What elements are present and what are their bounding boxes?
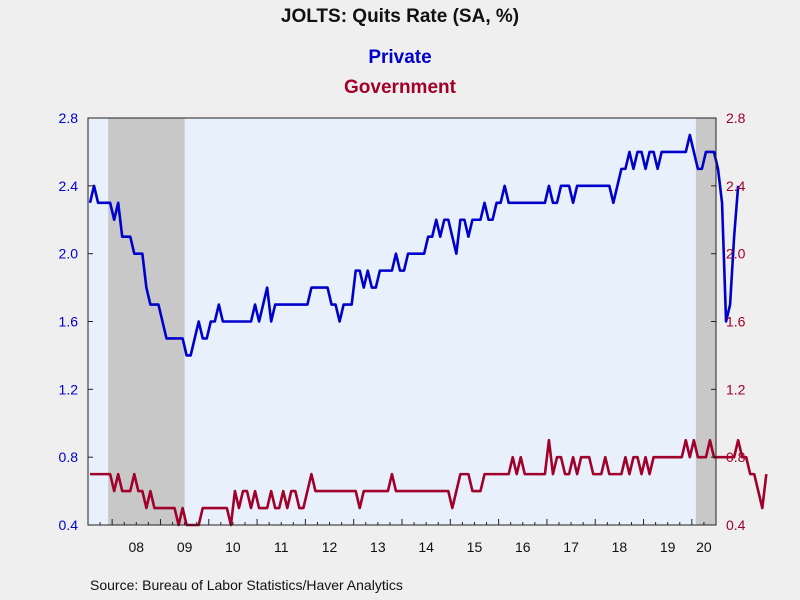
right-tick-label: 0.8 bbox=[726, 449, 746, 465]
right-tick-label: 1.6 bbox=[726, 314, 746, 330]
x-tick-label: 10 bbox=[225, 539, 241, 555]
left-tick-label: 1.2 bbox=[59, 381, 79, 397]
right-tick-label: 2.0 bbox=[726, 246, 746, 262]
right-tick-label: 2.8 bbox=[726, 110, 746, 126]
left-tick-label: 0.8 bbox=[59, 449, 79, 465]
x-tick-label: 08 bbox=[129, 539, 145, 555]
x-tick-label: 09 bbox=[177, 539, 193, 555]
x-tick-label: 18 bbox=[612, 539, 628, 555]
axes-group: 0.4 0.8 1.2 1.6 2.0 2.4 2.8 0.4 0.8 1.2 1.6 2.0 2.4 2… bbox=[59, 110, 746, 555]
x-tick-label: 19 bbox=[660, 539, 676, 555]
source-note: Source: Bureau of Labor Statistics/Haver… bbox=[90, 577, 403, 593]
series-line-government bbox=[90, 438, 768, 527]
x-tick-label: 12 bbox=[322, 539, 338, 555]
x-tick-label: 16 bbox=[515, 539, 531, 555]
recession-band-2 bbox=[695, 118, 716, 525]
recession-shading-group bbox=[108, 118, 716, 525]
x-tick-label: 11 bbox=[274, 539, 289, 555]
series-line-private bbox=[88, 133, 740, 357]
x-tick-label: 13 bbox=[370, 539, 386, 555]
recession-band-1 bbox=[108, 118, 185, 525]
x-tick-label: 15 bbox=[467, 539, 483, 555]
chart-title: JOLTS: Quits Rate (SA, %) bbox=[281, 6, 519, 27]
legend-private: Private bbox=[368, 47, 431, 68]
plot-area bbox=[88, 118, 716, 525]
left-tick-label: 0.4 bbox=[59, 517, 79, 533]
right-tick-label: 1.2 bbox=[726, 381, 746, 397]
right-tick-label: 2.4 bbox=[726, 178, 746, 194]
x-tick-label: 14 bbox=[418, 539, 434, 555]
left-tick-label: 2.4 bbox=[59, 178, 79, 194]
right-tick-label: 0.4 bbox=[726, 517, 746, 533]
series-group bbox=[88, 133, 768, 527]
x-tick-label: 17 bbox=[563, 539, 579, 555]
left-tick-label: 2.8 bbox=[59, 110, 79, 126]
x-tick-label: 20 bbox=[696, 539, 712, 555]
left-tick-label: 1.6 bbox=[59, 314, 79, 330]
left-tick-label: 2.0 bbox=[59, 246, 79, 262]
legend-government: Government bbox=[344, 77, 457, 98]
